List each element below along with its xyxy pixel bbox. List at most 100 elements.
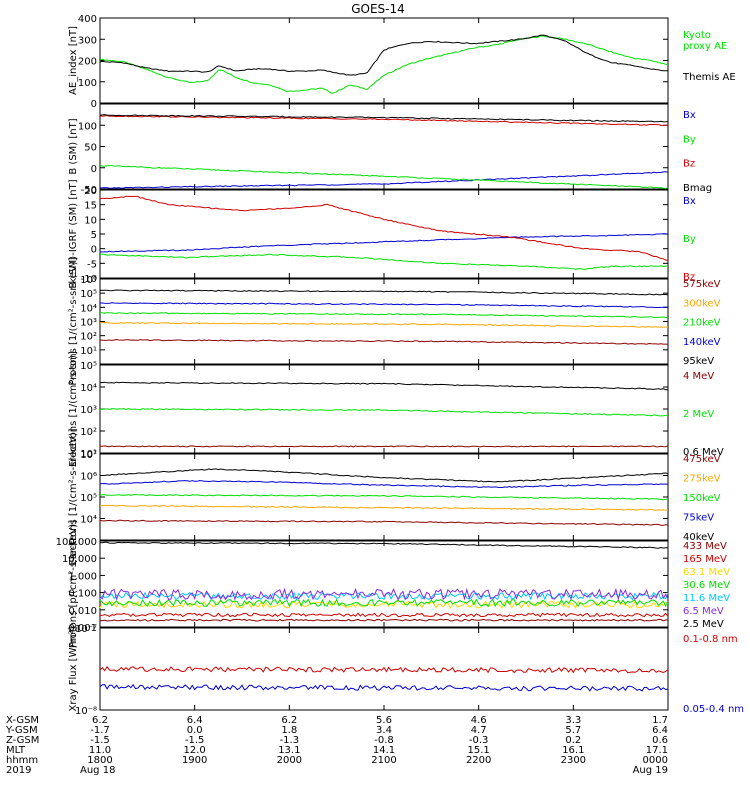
y-tick-label: 10² xyxy=(80,332,97,343)
series-line-300kev xyxy=(99,321,669,328)
panel-frame xyxy=(99,453,669,541)
series-line-475kev xyxy=(99,519,669,526)
series-line-bmag xyxy=(99,114,669,123)
y-tick-label: 0.100 xyxy=(68,589,97,600)
y-tick-label: 10⁵ xyxy=(80,361,97,372)
y-tick-label: 10¹ xyxy=(80,449,97,460)
footer-value: 3.3 xyxy=(565,715,581,726)
y-axis-label: B (SM) [nT] xyxy=(68,118,79,174)
y-tick-label: 100.000 xyxy=(56,537,97,548)
y-tick-label: 10⁷ xyxy=(80,450,97,461)
legend-label: Bx xyxy=(683,196,696,207)
y-axis-label: AE_index [nT] xyxy=(68,26,79,95)
footer-value: 6.4 xyxy=(187,715,203,726)
footer-value: -1.5 xyxy=(185,735,205,746)
footer-value: 0.0 xyxy=(187,725,203,736)
y-tick-label: 10⁻⁷ xyxy=(75,624,97,635)
series-line-kyoto-proxy-ae xyxy=(99,35,669,94)
footer-row-label: Y-GSM xyxy=(5,725,38,736)
footer-value: 3.4 xyxy=(376,725,392,736)
footer-value: 0.6 xyxy=(652,735,668,746)
series-line-433-mev xyxy=(99,618,669,622)
footer-value: 17.1 xyxy=(646,745,668,756)
footer-value: 6.2 xyxy=(281,715,297,726)
legend-label: Bz xyxy=(683,272,695,283)
footer-value: 1900 xyxy=(182,755,207,766)
y-tick-label: 200 xyxy=(78,57,97,68)
y-tick-label: 100 xyxy=(78,121,97,132)
footer-value: 0000 xyxy=(643,755,668,766)
legend-label: 4 MeV xyxy=(683,371,714,382)
y-tick-label: 10⁴ xyxy=(80,303,97,314)
y-tick-label: 100 xyxy=(78,78,97,89)
footer-value: 14.1 xyxy=(373,745,395,756)
y-tick-label: -5 xyxy=(87,259,97,270)
series-line-bx xyxy=(99,171,669,189)
y-tick-label: 0.001 xyxy=(68,623,97,634)
legend-label: By xyxy=(683,234,696,245)
legend-label: proxy AE xyxy=(683,41,727,52)
y-tick-label: 0.010 xyxy=(68,606,97,617)
footer-value: 4.6 xyxy=(471,715,487,726)
series-line-2-5-mev xyxy=(99,541,669,549)
footer-value: 12.0 xyxy=(184,745,206,756)
plot-title: GOES-14 xyxy=(351,2,405,16)
series-line-95kev xyxy=(99,289,669,296)
legend-label: 2 MeV xyxy=(683,409,714,420)
legend-label: 30.6 MeV xyxy=(683,580,730,591)
series-line-11-6-mev xyxy=(99,591,669,601)
footer-value: 1.7 xyxy=(652,715,668,726)
date-end: Aug 19 xyxy=(633,765,668,776)
series-line-140kev xyxy=(100,302,669,308)
footer-value: 13.1 xyxy=(278,745,300,756)
footer-row-label: Z-GSM xyxy=(6,735,39,746)
panel-7: 0.001 0.010 0.100 1.000 10.000 100.000Protons… xyxy=(56,520,731,648)
series-line-bz xyxy=(99,195,669,262)
panel-frame xyxy=(99,189,669,279)
y-axis-label: Xray Flux [W/m²] xyxy=(68,626,79,711)
footer-value: 1.8 xyxy=(281,725,297,736)
series-line-75kev xyxy=(99,480,669,488)
y-tick-label: 400 xyxy=(78,14,97,25)
series-line-4-mev xyxy=(99,445,669,448)
y-axis-label: Electrons [1/(cm²-s-sr)] xyxy=(68,351,79,467)
legend-label: 475keV xyxy=(683,454,721,465)
footer-value: -0.3 xyxy=(469,735,489,746)
footer-value: 4.7 xyxy=(471,725,487,736)
footer-value: 15.1 xyxy=(468,745,490,756)
legend-label: Bz xyxy=(683,159,695,170)
series-line-by xyxy=(100,253,669,270)
y-axis-label: B (SM)-IGRF (SM) [nT] xyxy=(68,179,79,288)
y-axis-label: Protons [p/(cm²-s-sr-keV)] xyxy=(68,520,79,648)
y-tick-label: 10⁻⁸ xyxy=(75,706,97,717)
footer-row-label: MLT xyxy=(6,745,26,756)
y-tick-label: 10² xyxy=(80,427,97,438)
legend-label: By xyxy=(683,134,696,145)
y-tick-label: 10.000 xyxy=(62,554,97,565)
legend-label: 150keV xyxy=(683,493,721,504)
y-tick-label: 0 xyxy=(91,245,97,256)
legend-label: 165 MeV xyxy=(683,554,727,565)
legend-label: Themis AE xyxy=(682,72,736,83)
series-line-by xyxy=(99,164,669,190)
y-tick-label: -50 xyxy=(81,185,97,196)
legend-label: 210keV xyxy=(683,318,721,329)
series-line-575kev xyxy=(100,338,669,345)
legend-label: 63.1 MeV xyxy=(683,567,730,578)
legend-label: Bx xyxy=(683,110,696,121)
y-tick-label: 10⁵ xyxy=(80,289,97,300)
y-axis-label: Protons [1/(cm²-s-sr-keV)] xyxy=(68,257,79,385)
footer-value: 2100 xyxy=(371,755,396,766)
footer-value: 2200 xyxy=(466,755,491,766)
footer-value: -1.7 xyxy=(90,725,110,736)
